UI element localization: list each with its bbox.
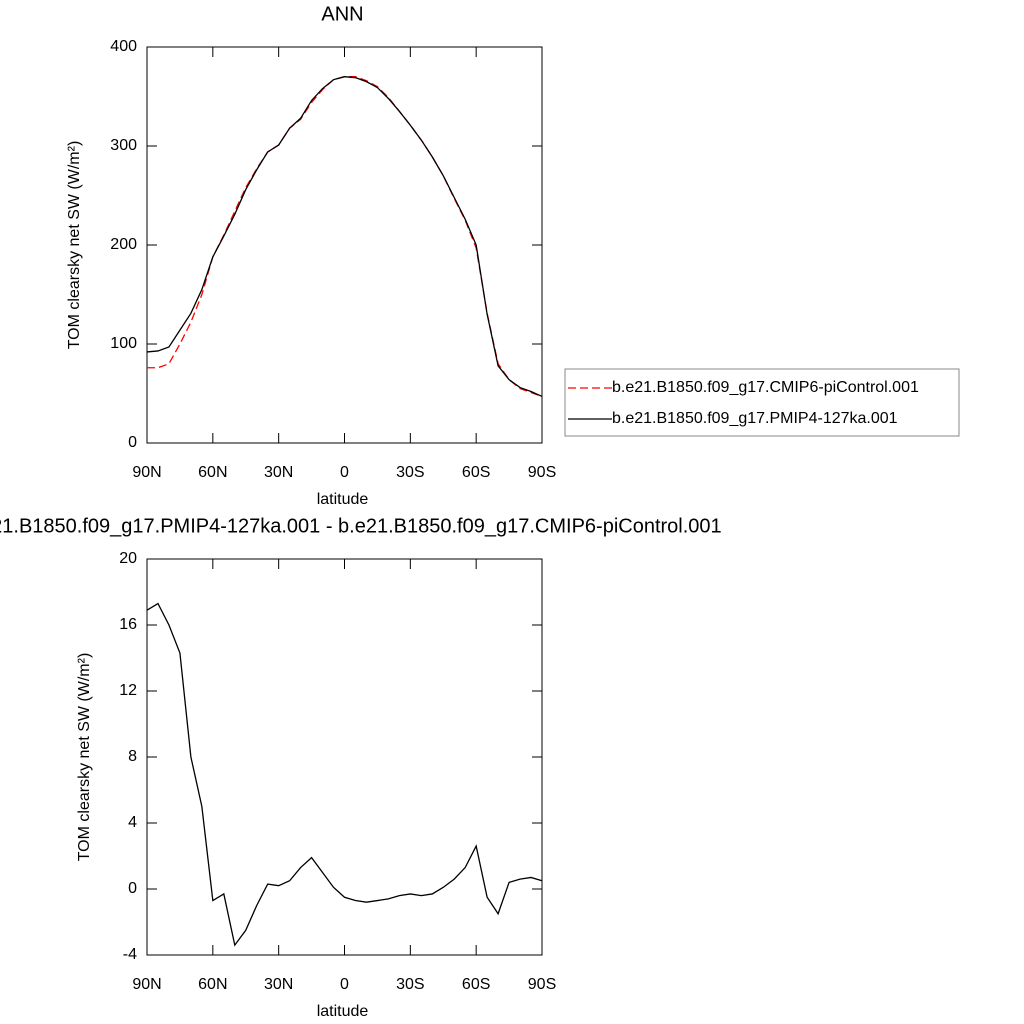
y-tick-label: 12 [119, 682, 137, 699]
y-tick-label: 8 [128, 748, 137, 765]
x-tick-label: 30S [396, 976, 424, 993]
plot-frame [146, 46, 543, 444]
x-axis-label: latitude [317, 1003, 369, 1020]
plot-frame [146, 558, 543, 956]
chart-title: b.e21.B1850.f09_g17.PMIP4-127ka.001 - b.… [0, 515, 722, 537]
y-tick-label: 400 [110, 38, 137, 55]
x-axis-label: latitude [317, 491, 369, 508]
x-tick-label: 0 [340, 976, 349, 993]
y-tick-label: 0 [128, 434, 137, 451]
y-tick-label: 4 [128, 814, 137, 831]
x-tick-label: 60S [462, 464, 490, 481]
legend-box [564, 368, 960, 437]
x-tick-label: 90S [528, 976, 556, 993]
y-tick-label: 0 [128, 880, 137, 897]
x-tick-label: 60N [198, 976, 227, 993]
y-tick-label: 200 [110, 236, 137, 253]
x-tick-label: 0 [340, 464, 349, 481]
chart-title: ANN [321, 3, 363, 25]
data-line [146, 76, 543, 398]
data-line [147, 76, 543, 398]
y-axis-label: TOM clearsky net SW (W/m²) [66, 141, 83, 350]
x-tick-label: 90N [132, 464, 161, 481]
x-tick-label: 30N [264, 976, 293, 993]
y-tick-label: -4 [123, 946, 137, 963]
y-tick-label: 100 [110, 335, 137, 352]
data-line [146, 602, 543, 947]
x-tick-label: 30S [396, 464, 424, 481]
x-tick-label: 30N [264, 464, 293, 481]
x-tick-label: 90N [132, 976, 161, 993]
x-tick-label: 60N [198, 464, 227, 481]
legend-label: b.e21.B1850.f09_g17.CMIP6-piControl.001 [612, 379, 919, 396]
x-tick-label: 60S [462, 976, 490, 993]
y-axis-label: TOM clearsky net SW (W/m²) [76, 653, 93, 862]
y-tick-label: 16 [119, 616, 137, 633]
x-tick-label: 90S [528, 464, 556, 481]
y-tick-label: 300 [110, 137, 137, 154]
y-tick-label: 20 [119, 550, 137, 567]
legend-label: b.e21.B1850.f09_g17.PMIP4-127ka.001 [612, 410, 898, 427]
